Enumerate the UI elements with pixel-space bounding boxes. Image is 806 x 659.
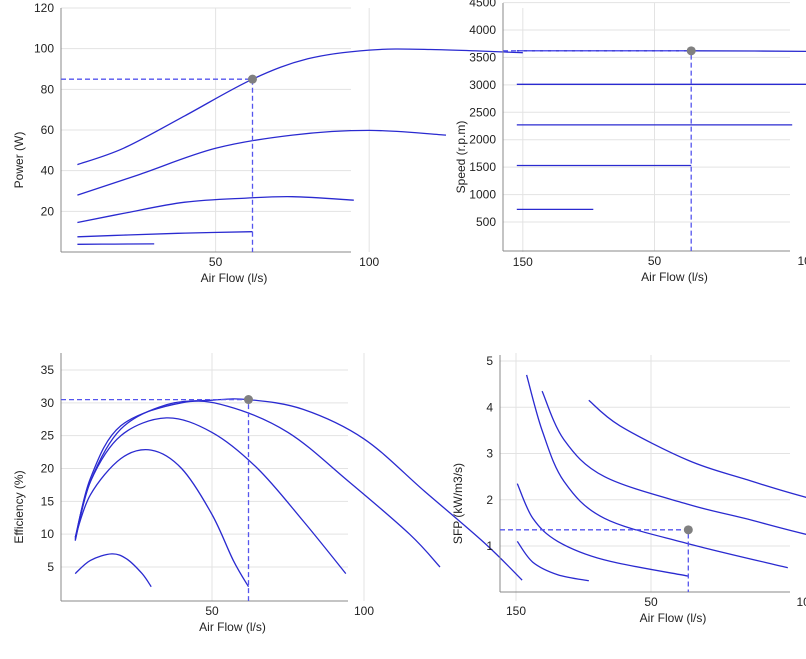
efficiency-operating-point-guide xyxy=(61,398,250,601)
power-x-axis-label: Air Flow (l/s) xyxy=(201,271,268,285)
speed-y-tick-label: 2000 xyxy=(469,133,496,147)
sfp-series-2-line xyxy=(541,390,806,535)
power-series-3-line xyxy=(77,195,354,224)
efficiency-y-axis-label: Efficiency (%) xyxy=(12,470,26,543)
speed-x-tick-label: 100 xyxy=(797,254,806,268)
speed-y-axis-label: Speed (r.p.m) xyxy=(454,121,468,194)
efficiency-x-axis-label: Air Flow (l/s) xyxy=(199,620,266,634)
efficiency-y-tick-label: 15 xyxy=(41,494,55,508)
efficiency-x-tick-label: 100 xyxy=(354,604,374,618)
power-operating-point[interactable] xyxy=(247,74,257,84)
sfp-x-tick-label: 50 xyxy=(644,595,658,609)
sfp-y-tick-label: 5 xyxy=(486,354,493,368)
power-y-tick-label: 20 xyxy=(41,204,55,218)
speed-operating-point-guide xyxy=(503,50,692,251)
efficiency-series-4-line xyxy=(74,449,250,588)
sfp-y-tick-label: 3 xyxy=(486,447,493,461)
efficiency-x-tick-label: 50 xyxy=(205,604,219,618)
power-x-tick-label: 50 xyxy=(209,255,223,269)
power-y-axis-label: Power (W) xyxy=(12,132,26,189)
speed-y-tick-label: 4500 xyxy=(469,0,496,10)
power-series-2-line xyxy=(77,129,447,196)
sfp-y-tick-label: 4 xyxy=(486,400,493,414)
sfp-series-1-line xyxy=(588,399,806,498)
efficiency-series-3-line xyxy=(74,417,347,575)
speed-chart: 50 100 150 500 1000 1500 2000 2500 3000 3500 4000 4… xyxy=(454,0,806,284)
sfp-series-5-line xyxy=(516,541,589,582)
efficiency-y-tick-label: 10 xyxy=(41,527,55,541)
efficiency-y-tick-label: 5 xyxy=(47,560,54,574)
efficiency-y-tick-label: 25 xyxy=(41,429,55,443)
speed-x-axis-label: Air Flow (l/s) xyxy=(641,270,708,284)
sfp-y-axis-label: SFP (kW/m3/s) xyxy=(451,463,465,544)
speed-y-tick-label: 1500 xyxy=(469,160,496,174)
power-y-tick-label: 100 xyxy=(34,42,54,56)
power-operating-point-guide xyxy=(61,78,254,252)
sfp-x-axis-label: Air Flow (l/s) xyxy=(640,611,707,625)
power-y-tick-label: 60 xyxy=(41,123,55,137)
sfp-y-tick-label: 1 xyxy=(486,539,493,553)
speed-y-tick-label: 2500 xyxy=(469,105,496,119)
efficiency-series-2-line xyxy=(74,400,441,568)
efficiency-y-tick-label: 30 xyxy=(41,396,55,410)
speed-y-tick-label: 4000 xyxy=(469,23,496,37)
efficiency-y-tick-label: 20 xyxy=(41,462,55,476)
power-x-tick-label: 150 xyxy=(513,255,533,269)
efficiency-y-tick-label: 35 xyxy=(41,363,55,377)
speed-y-tick-label: 3500 xyxy=(469,50,496,64)
efficiency-x-tick-label: 150 xyxy=(506,604,526,618)
power-series-4-line xyxy=(77,231,253,238)
power-x-tick-label: 100 xyxy=(359,255,379,269)
sfp-series-3-line xyxy=(525,374,788,569)
speed-y-tick-label: 3000 xyxy=(469,78,496,92)
power-y-tick-label: 80 xyxy=(41,82,55,96)
sfp-y-tick-label: 2 xyxy=(486,493,493,507)
sfp-x-tick-label: 100 xyxy=(796,595,806,609)
sfp-operating-point[interactable] xyxy=(683,525,693,535)
power-y-tick-label: 40 xyxy=(41,164,55,178)
speed-y-tick-label: 1000 xyxy=(469,188,496,202)
sfp-chart: 50 100 150 1 2 3 4 5 Air Flow (l/s) SFP (kW/m3/s) xyxy=(451,354,806,625)
speed-x-tick-label: 50 xyxy=(648,254,662,268)
sfp-series-4-line xyxy=(516,483,689,577)
power-chart: 50 100 150 20 40 60 80 100 120 Air Flow (l/s) Powe… xyxy=(12,1,533,285)
speed-operating-point[interactable] xyxy=(686,46,696,56)
efficiency-series-5-line xyxy=(74,553,152,588)
speed-y-tick-label: 500 xyxy=(476,215,496,229)
efficiency-operating-point[interactable] xyxy=(243,395,253,405)
power-series-1-line xyxy=(77,48,523,166)
power-y-tick-label: 120 xyxy=(34,1,54,15)
sfp-operating-point-guide xyxy=(500,529,689,592)
